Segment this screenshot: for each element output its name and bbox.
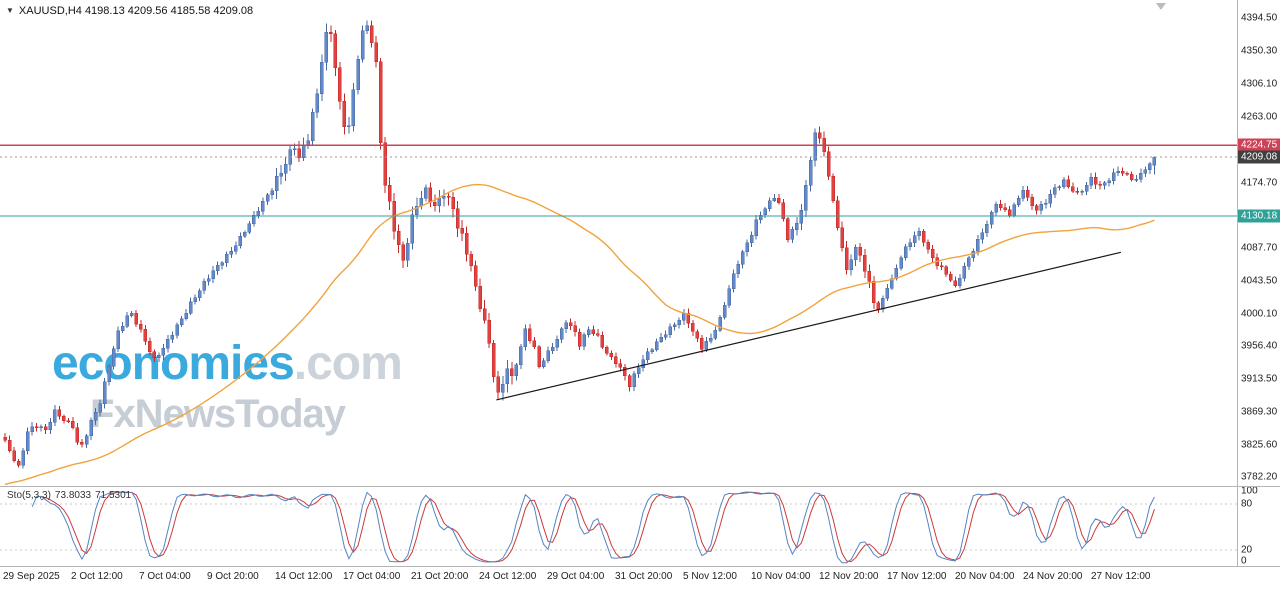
indicator-label: Sto(5,3,3) 73.8033 71.5301 — [7, 490, 135, 501]
time-axis-label: 2 Oct 12:00 — [71, 571, 123, 582]
time-axis-label: 29 Sep 2025 — [3, 571, 60, 582]
indicator-axis-label: 0 — [1241, 555, 1247, 567]
time-axis-label: 10 Nov 04:00 — [751, 571, 811, 582]
indicator-axis-label: 80 — [1241, 498, 1253, 510]
price-chart[interactable] — [0, 0, 1237, 486]
price-axis-label: 3913.50 — [1241, 373, 1278, 385]
time-axis-label: 27 Nov 12:00 — [1091, 571, 1151, 582]
price-axis-label: 3869.30 — [1241, 406, 1278, 418]
ascending-trendline — [496, 251, 1122, 401]
time-axis-label: 7 Oct 04:00 — [139, 571, 191, 582]
stochastic-indicator-chart[interactable] — [0, 487, 1237, 566]
stochastic-main-line — [31, 491, 1155, 564]
price-axis-label: 4174.70 — [1241, 177, 1278, 189]
time-axis-label: 17 Oct 04:00 — [343, 571, 401, 582]
price-axis-label: 4394.50 — [1241, 12, 1278, 24]
indicator-name: Sto(5,3,3) — [7, 490, 51, 501]
time-axis[interactable]: 29 Sep 2025 2 Oct 12:00 7 Oct 04:00 9 Oct 2… — [0, 567, 1280, 589]
price-axis-label: 4306.10 — [1241, 78, 1278, 90]
time-axis-label: 24 Oct 12:00 — [479, 571, 537, 582]
chart-indicator-separator[interactable] — [0, 486, 1280, 487]
moving-average-line — [4, 183, 1155, 486]
time-axis-label: 9 Oct 20:00 — [207, 571, 259, 582]
price-axis-label: 3956.40 — [1241, 340, 1278, 352]
price-axis-label: 4263.00 — [1241, 111, 1278, 123]
time-axis-label: 12 Nov 20:00 — [819, 571, 879, 582]
price-axis-label: 3825.60 — [1241, 439, 1278, 450]
time-axis-label: 29 Oct 04:00 — [547, 571, 605, 582]
price-axis-label: 4350.30 — [1241, 45, 1278, 57]
price-axis-label: 4000.10 — [1241, 308, 1278, 320]
indicator-timeaxis-separator — [0, 566, 1280, 567]
indicator-value-main: 73.8033 — [54, 490, 92, 501]
price-axis-label: 4087.70 — [1241, 242, 1278, 254]
chart-header: ▼ XAUUSD,H4 4198.13 4209.56 4185.58 4209.… — [6, 5, 253, 17]
watermark-brand: economies — [52, 337, 295, 390]
watermark-logo-line2: FxNewsToday — [90, 392, 346, 436]
symbol-ohlc-text: XAUUSD,H4 4198.13 4209.56 4185.58 4209.0… — [18, 5, 254, 17]
time-axis-label: 31 Oct 20:00 — [615, 571, 673, 582]
time-axis-label: 21 Oct 20:00 — [411, 571, 469, 582]
resistance-price-badge: 4224.75 — [1238, 138, 1280, 152]
indicator-axis-label: 20 — [1241, 544, 1253, 556]
symbol-dropdown-icon[interactable]: ▼ — [6, 6, 14, 15]
stochastic-signal-line — [40, 491, 1155, 563]
indicator-axis-label: 100 — [1241, 485, 1258, 497]
time-axis-label: 24 Nov 20:00 — [1023, 571, 1083, 582]
indicator-value-signal: 71.5301 — [95, 490, 132, 501]
support-price-badge: 4130.18 — [1238, 209, 1280, 223]
current-price-badge: 4209.08 — [1238, 150, 1280, 164]
price-axis-label: 4043.50 — [1241, 275, 1278, 287]
watermark-logo-line1: economies.com — [52, 337, 403, 390]
price-axis[interactable]: 4224.75 4130.18 4209.08 4394.50 4350.30 43… — [1237, 0, 1280, 567]
watermark: economies.com FxNewsToday — [52, 337, 403, 436]
price-axis-label: 3782.20 — [1241, 471, 1278, 483]
time-axis-label: 17 Nov 12:00 — [887, 571, 947, 582]
time-axis-label: 5 Nov 12:00 — [683, 571, 737, 582]
chart-shift-marker-icon — [1156, 3, 1166, 10]
time-axis-label: 14 Oct 12:00 — [275, 571, 333, 582]
time-axis-label: 20 Nov 04:00 — [955, 571, 1015, 582]
watermark-brand-suffix: .com — [293, 337, 403, 390]
